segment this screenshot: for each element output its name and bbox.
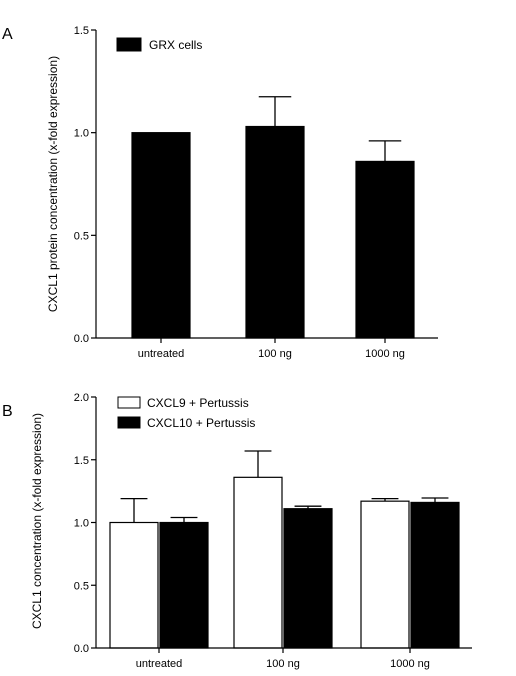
panel-b-x-tick-label-1: 100 ng	[266, 658, 300, 670]
panel-a-y-tick-label-0: 0.0	[74, 333, 89, 345]
panel-b-y-tick-label-3: 1.5	[74, 455, 89, 467]
panel-b-legend: CXCL9 + Pertussis CXCL10 + Pertussis	[117, 396, 255, 430]
panel-a-legend: GRX cells	[116, 37, 202, 52]
panel-b-y-tick-label-0: 0.0	[74, 643, 89, 655]
panel-a-chart: A CXCL1 protein concentration (x-fold ex…	[2, 25, 438, 360]
panel-a-y-tick-label-3: 1.5	[74, 25, 89, 37]
panel-b-letter: B	[2, 403, 13, 420]
panel-b-y-tick-label-4: 2.0	[74, 392, 89, 404]
panel-a-y-tick-label-1: 0.5	[74, 230, 89, 242]
panel-a-y-tick-label-2: 1.0	[74, 128, 89, 140]
panel-a-bar-s0-1	[245, 125, 305, 339]
panel-b-bar-s0-0	[109, 521, 159, 649]
panel-b-bar-s0-2	[360, 500, 410, 649]
panel-a-x-tick-label-2: 1000 ng	[365, 348, 405, 360]
panel-b-bar-s1-2	[410, 501, 460, 649]
panel-a-bar-s0-2	[355, 160, 415, 339]
panel-a-legend-swatch	[116, 37, 142, 52]
panel-b-legend-swatch-cxcl10	[117, 416, 141, 429]
panel-a-letter: A	[2, 26, 13, 43]
panel-b-x-tick-label-2: 1000 ng	[390, 658, 430, 670]
panel-b-legend-label-cxcl10: CXCL10 + Pertussis	[147, 416, 255, 430]
panel-b-legend-label-cxcl9: CXCL9 + Pertussis	[147, 396, 249, 410]
panel-a-x-tick-label-0: untreated	[138, 348, 184, 360]
panel-b-chart: B CXCL1 concentration (x-fold expression…	[2, 392, 472, 670]
panel-a-bar-s0-0	[131, 132, 191, 339]
panel-b-bar-s0-1	[233, 476, 283, 649]
panel-b-y-tick-label-2: 1.0	[74, 518, 89, 530]
panel-b-legend-swatch-cxcl9	[117, 396, 141, 409]
panel-b-y-tick-label-1: 0.5	[74, 580, 89, 592]
panel-b-bar-s1-1	[283, 508, 333, 649]
panel-b-bar-s1-0	[159, 521, 209, 649]
panel-a-y-axis-label: CXCL1 protein concentration (x-fold expr…	[46, 56, 60, 312]
panel-b-x-tick-label-0: untreated	[136, 658, 182, 670]
panel-a-x-tick-label-1: 100 ng	[258, 348, 292, 360]
panel-a-legend-label: GRX cells	[149, 38, 202, 52]
panel-b-y-axis-label: CXCL1 concentration (x-fold expression)	[30, 413, 44, 629]
